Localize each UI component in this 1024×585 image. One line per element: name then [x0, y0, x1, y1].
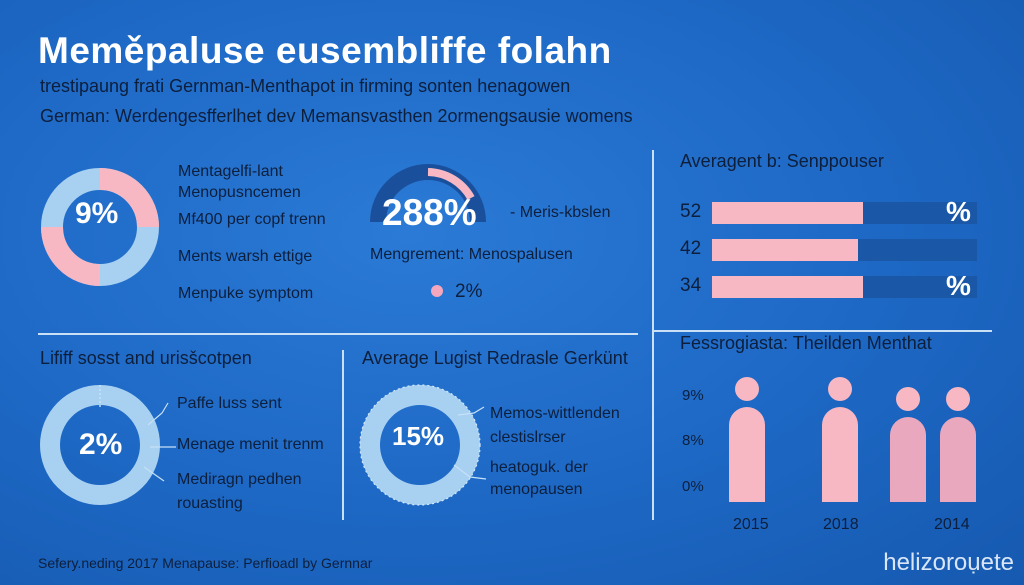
subtitle-1: trestipaung frati Gernman-Menthapot in f…: [40, 76, 571, 96]
donut-4-value: 15%: [392, 421, 445, 451]
panel-1-label-4: Menpuke symptom: [178, 285, 314, 302]
x-label-1: 2018: [823, 516, 859, 533]
dot-value: 2%: [455, 281, 483, 302]
donut-4-leader-0: [457, 406, 485, 416]
panel-3-heading: Lififf sosst and urisšcotpen: [40, 348, 252, 368]
pink-dot-icon: [431, 285, 443, 297]
bar-suffix-0: %: [946, 196, 971, 227]
panel-4-heading: Average Lugist Redrasle Gerkünt: [362, 348, 628, 368]
y-tick-0: 9%: [682, 387, 704, 404]
panel-1-label-2: Mf400 per copf trenn: [178, 211, 326, 228]
bar-fill-1: [712, 239, 858, 261]
page-title: Meměpaluse eusembliffe folahn: [38, 30, 612, 71]
donut-4-outer-ring: [359, 384, 481, 506]
gauge-fill: [427, 168, 475, 201]
person-bar-0: [729, 407, 765, 502]
panel-4-label-1: clestislrser: [490, 429, 566, 446]
donut-chart-3: [40, 385, 176, 505]
panel-4-label-0: Memos-wittlenden: [490, 405, 620, 422]
person-bar-1: [822, 407, 858, 502]
person-head-0: [735, 377, 759, 401]
person-bar-2: [890, 417, 926, 502]
bar-suffix-2: %: [946, 270, 971, 301]
donut-chart-1: [41, 168, 159, 286]
horizontal-divider-right: [652, 330, 992, 332]
person-head-3: [946, 387, 970, 411]
subtitle-2: German: Werdengesfferlhet dev Memansvast…: [40, 106, 633, 126]
y-tick-1: 8%: [682, 432, 704, 449]
panel-1-label-1: Menopusncemen: [178, 184, 301, 201]
donut-4-leader-1: [453, 464, 487, 480]
brand-logo: helizoroụete: [883, 549, 1014, 576]
bar-fill-2: [712, 276, 863, 298]
panel-5-heading: Averagent b: Senppouser: [680, 151, 884, 171]
gauge-value: 288%: [382, 192, 477, 233]
panel-1-label-3: Ments warsh ettige: [178, 248, 313, 265]
gauge-side-label: - Meris-kbslen: [510, 204, 611, 221]
x-label-0: 2015: [733, 516, 769, 533]
horizontal-divider-left: [38, 333, 638, 335]
donut-3-leader-0: [147, 402, 169, 426]
donut-3-value: 2%: [79, 428, 123, 461]
panel-3-label-1: Menage menit trenm: [177, 436, 324, 453]
gauge-caption: Mengrement: Menospalusen: [370, 246, 573, 263]
donut-3-leader-2: [143, 466, 165, 482]
panel-3-label-3: rouasting: [177, 495, 243, 512]
panel-3-label-2: Mediragn pedhen: [177, 471, 302, 488]
donut-1-value: 9%: [75, 197, 119, 230]
panel-1-label-0: Mentagelfi-lant: [178, 163, 283, 180]
person-bar-3: [940, 417, 976, 502]
gauge-chart: [370, 164, 486, 223]
bar-label-2: 34: [680, 275, 702, 296]
footer-note: Sefery.neding 2017 Menapause: Perfioadl …: [38, 555, 373, 571]
bar-label-0: 52: [680, 201, 702, 222]
donut-1-segment-a: [99, 168, 159, 228]
panel-3-label-0: Paffe luss sent: [177, 395, 282, 412]
person-head-1: [828, 377, 852, 401]
donut-chart-4: [359, 384, 487, 506]
panel-6-heading: Fessrogiasta: Theilden Menthat: [680, 333, 932, 353]
x-label-2: 2014: [934, 516, 970, 533]
vertical-divider-right: [652, 150, 654, 520]
donut-1-segment-b: [41, 226, 101, 286]
vertical-divider-middle: [342, 350, 344, 520]
bar-fill-0: [712, 202, 863, 224]
donut-4-track: [360, 385, 480, 505]
bar-label-1: 42: [680, 238, 702, 259]
y-tick-2: 0%: [682, 478, 704, 495]
person-head-2: [896, 387, 920, 411]
panel-4-label-2: heatoguk. der: [490, 459, 588, 476]
panel-4-label-3: menopausen: [490, 481, 583, 498]
